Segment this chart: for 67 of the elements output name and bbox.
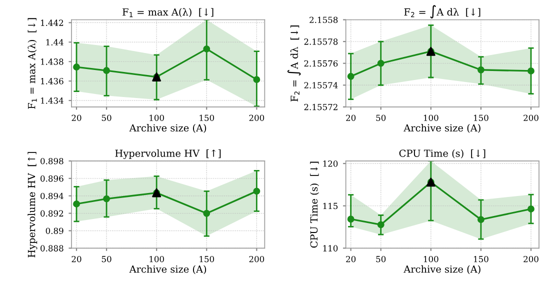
x-tick-label: 50: [376, 114, 386, 122]
x-tick-label: 20: [72, 256, 82, 262]
y-tick-label: 0.892: [40, 210, 64, 217]
point: [73, 200, 80, 208]
point: [203, 45, 210, 52]
x-axis-title: Archive size (A): [404, 265, 480, 274]
y-tick-label: 2.15578: [304, 38, 338, 45]
point: [253, 76, 260, 84]
x-tick-label: 20: [72, 114, 82, 122]
x-tick-label: 200: [249, 114, 264, 122]
x-tick-label: 50: [376, 256, 386, 262]
chart-title: Hypervolume HV [↑]: [115, 149, 221, 159]
point: [103, 195, 110, 202]
x-tick-label: 150: [474, 114, 488, 122]
y-tick-label: 0.89: [46, 228, 64, 234]
x-tick-label: 200: [524, 114, 538, 122]
point: [203, 210, 210, 217]
x-tick-label: 100: [150, 256, 164, 262]
point: [347, 72, 354, 80]
y-axis-title: Hypervolume HV [↑]: [28, 152, 38, 258]
point: [377, 60, 384, 67]
y-tick-label: 2.1558: [310, 16, 338, 24]
x-tick-label: 200: [524, 256, 538, 262]
chart-title: F$_{1}$ = max A(λ) [↓]: [122, 8, 214, 18]
y-axis-title: F$_{1}$ = max A(λ) [↓]: [28, 18, 37, 109]
x-tick-label: 50: [102, 256, 112, 262]
x-tick-label: 100: [424, 256, 438, 262]
point: [528, 205, 534, 212]
y-tick-label: 1.434: [41, 97, 64, 104]
y-tick-label: 0.898: [40, 158, 64, 164]
point: [528, 67, 534, 74]
y-tick-label: 1.436: [41, 78, 64, 84]
x-axis-title: Archive size (A): [129, 124, 206, 133]
y-axis-title: F$_{2}$ = ∫A dλ [↓]: [287, 26, 301, 102]
y-tick-label: 120: [323, 160, 338, 167]
y-tick-label: 1.44: [46, 39, 64, 46]
y-tick-label: 0.894: [40, 192, 64, 200]
x-tick-label: 50: [102, 114, 112, 122]
point: [73, 64, 80, 70]
chart-title: CPU Time (s) [↓]: [399, 149, 486, 158]
x-tick-label: 20: [346, 114, 356, 122]
y-tick-label: 2.15574: [304, 82, 338, 88]
chart-title: F$_{2}$ = ∫A dλ [↓]: [404, 5, 480, 18]
point: [477, 216, 484, 224]
point: [253, 188, 260, 195]
y-tick-label: 2.15576: [304, 60, 338, 67]
x-axis-title: Archive size (A): [129, 265, 206, 274]
y-tick-label: 0.896: [40, 175, 64, 182]
x-tick-label: 150: [200, 114, 214, 122]
point: [347, 216, 354, 223]
y-tick-label: 1.438: [41, 58, 64, 65]
x-tick-label: 100: [150, 114, 164, 122]
y-tick-label: 0.888: [40, 245, 64, 252]
x-tick-label: 100: [424, 114, 438, 122]
y-tick-label: 115: [323, 202, 338, 210]
x-tick-label: 150: [474, 256, 488, 262]
x-tick-label: 150: [200, 256, 214, 262]
y-tick-label: 2.15572: [304, 104, 338, 110]
y-axis-title: CPU Time (s) [↓]: [310, 162, 319, 248]
y-tick-label: 110: [323, 245, 338, 252]
point: [477, 66, 484, 74]
point: [377, 221, 384, 228]
y-tick-label: 1.442: [41, 20, 64, 26]
x-axis-title: Archive size (A): [404, 124, 480, 133]
point: [103, 67, 110, 74]
x-tick-label: 200: [249, 256, 264, 262]
x-tick-label: 20: [346, 256, 356, 262]
